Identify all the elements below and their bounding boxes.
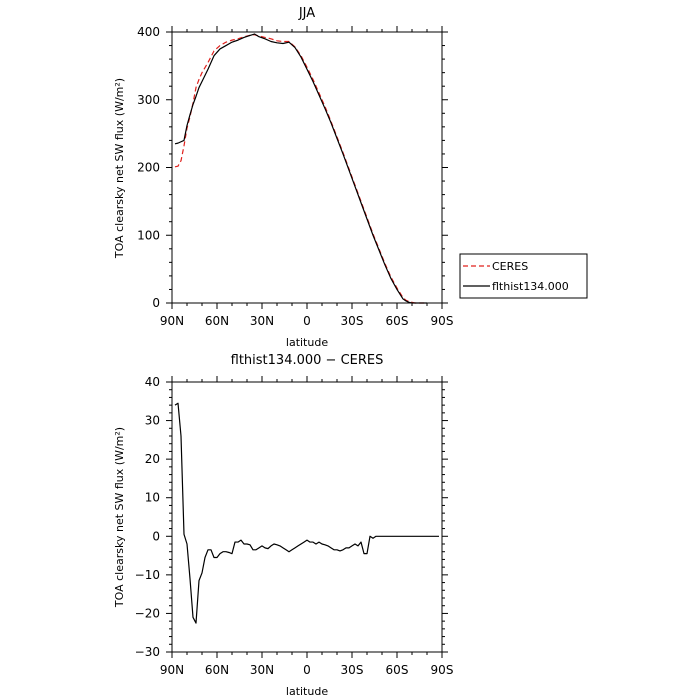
bottom-chart-title: flthist134.000 − CERES <box>231 353 384 368</box>
series-line-ceres <box>174 34 427 304</box>
y-tick-label: −30 <box>135 645 160 659</box>
top-tick-labels: 90N 60N 30N 0 30S 60S 90S 0 100 200 300 400 <box>137 25 453 328</box>
legend-label-model: flthist134.000 <box>492 280 569 293</box>
top-chart-title: JJA <box>298 6 315 21</box>
y-tick-label: 10 <box>145 491 160 505</box>
bottom-series <box>174 402 439 624</box>
y-tick-label: 40 <box>145 375 160 389</box>
y-tick-label: 0 <box>152 296 160 310</box>
x-tick-label: 90S <box>431 663 454 677</box>
series-line-flthist134-000 <box>174 33 427 304</box>
bottom-plot-frame <box>171 381 443 653</box>
top-series <box>174 33 427 304</box>
x-tick-label: 90N <box>160 663 184 677</box>
x-tick-label: 60S <box>386 314 409 328</box>
x-tick-label: 30N <box>250 314 274 328</box>
y-tick-label: 20 <box>145 452 160 466</box>
x-tick-label: 90N <box>160 314 184 328</box>
legend: CERES flthist134.000 <box>459 253 588 299</box>
top-x-axis-label: latitude <box>286 336 328 349</box>
series-line-diff-0 <box>174 402 439 624</box>
bottom-x-axis-label: latitude <box>286 685 328 698</box>
legend-box <box>459 253 588 299</box>
y-tick-label: 400 <box>137 25 160 39</box>
y-tick-label: 30 <box>145 414 160 428</box>
x-tick-label: 30S <box>341 663 364 677</box>
top-panel: JJA 90N 60N 30N 0 30S 60S 90S 0 100 200 300 400 lat… <box>113 6 453 349</box>
x-tick-label: 30S <box>341 314 364 328</box>
y-tick-label: −10 <box>135 568 160 582</box>
y-tick-label: 0 <box>152 529 160 543</box>
y-tick-label: 100 <box>137 228 160 242</box>
y-tick-label: −20 <box>135 606 160 620</box>
y-tick-label: 300 <box>137 93 160 107</box>
bottom-tick-labels: 90N 60N 30N 0 30S 60S 90S −30 −20 −10 0 10 20 30 40 <box>135 375 454 677</box>
bottom-y-axis-label: TOA clearsky net SW flux (W/m²) <box>113 427 126 608</box>
x-tick-label: 0 <box>303 314 311 328</box>
legend-label-ceres: CERES <box>492 260 528 273</box>
bottom-panel: flthist134.000 − CERES 90N 60N 30N 0 30S 60S 9… <box>113 353 453 698</box>
x-tick-label: 30N <box>250 663 274 677</box>
x-tick-label: 60N <box>205 314 229 328</box>
x-tick-label: 0 <box>303 663 311 677</box>
x-tick-label: 60N <box>205 663 229 677</box>
x-tick-label: 60S <box>386 663 409 677</box>
bottom-ticks <box>166 376 448 658</box>
top-plot-frame <box>171 31 443 304</box>
x-tick-label: 90S <box>431 314 454 328</box>
y-tick-label: 200 <box>137 161 160 175</box>
top-y-axis-label: TOA clearsky net SW flux (W/m²) <box>113 78 126 259</box>
